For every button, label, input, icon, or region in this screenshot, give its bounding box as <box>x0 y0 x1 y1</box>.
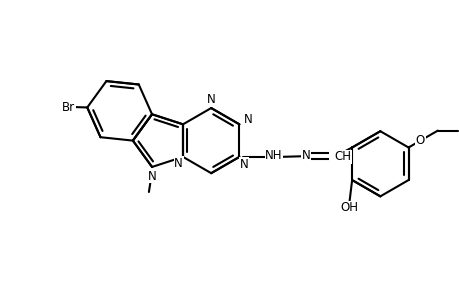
Text: O: O <box>415 134 424 147</box>
Text: N: N <box>302 148 310 161</box>
Text: N: N <box>147 170 156 183</box>
Text: N: N <box>239 158 248 171</box>
Text: NH: NH <box>264 149 282 162</box>
Text: N: N <box>243 113 252 126</box>
Text: CH: CH <box>334 150 351 164</box>
Text: Br: Br <box>62 100 75 114</box>
Text: N: N <box>207 93 215 106</box>
Text: OH: OH <box>340 201 358 214</box>
Text: N: N <box>174 157 183 170</box>
